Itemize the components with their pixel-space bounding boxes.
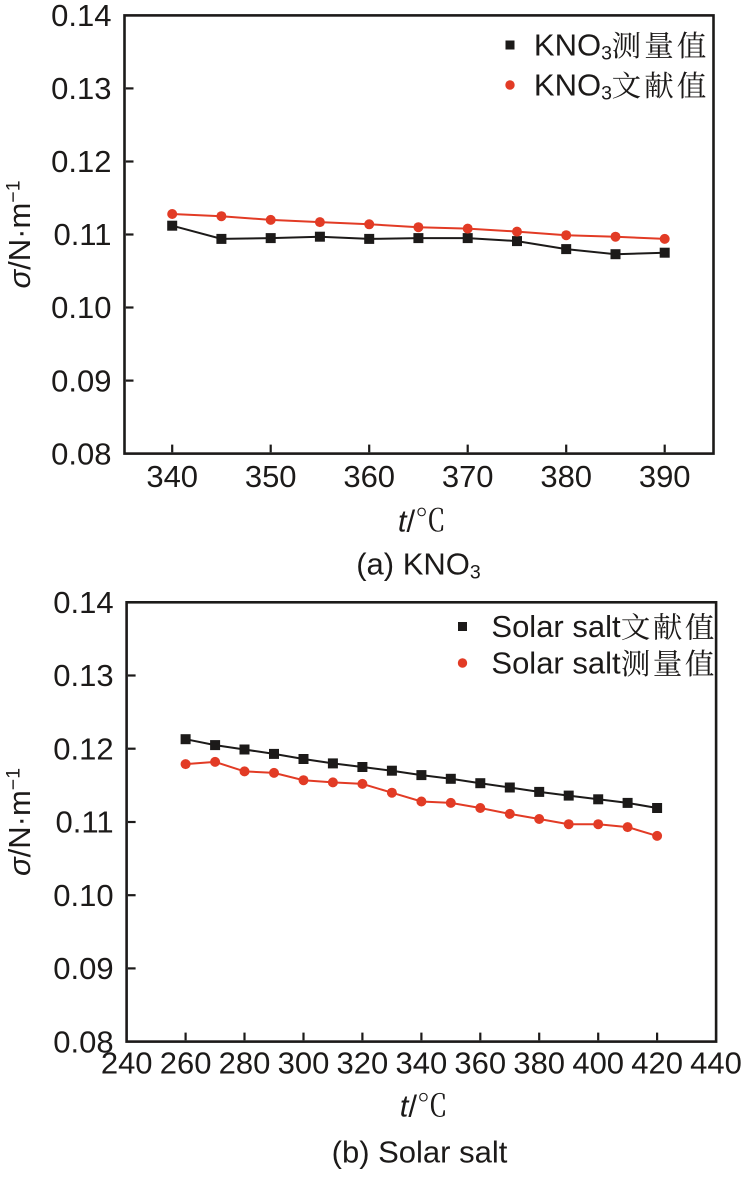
svg-text:Solar salt: Solar salt bbox=[491, 609, 621, 644]
svg-text:240: 240 bbox=[101, 1046, 153, 1081]
svg-text:0.14: 0.14 bbox=[53, 585, 113, 620]
svg-text:0.09: 0.09 bbox=[51, 363, 111, 398]
svg-text:(a) KNO3: (a) KNO3 bbox=[356, 546, 481, 583]
svg-text:370: 370 bbox=[442, 459, 494, 494]
svg-text:260: 260 bbox=[160, 1046, 212, 1081]
svg-text:0.08: 0.08 bbox=[53, 1024, 113, 1059]
svg-text:0.10: 0.10 bbox=[53, 878, 113, 913]
svg-text:t/: t/ bbox=[400, 1089, 418, 1124]
svg-text:350: 350 bbox=[245, 459, 297, 494]
svg-text:0.09: 0.09 bbox=[53, 951, 113, 986]
svg-text:0.13: 0.13 bbox=[51, 71, 111, 106]
svg-text:360: 360 bbox=[454, 1046, 506, 1081]
svg-text:380: 380 bbox=[513, 1046, 565, 1081]
svg-text:340: 340 bbox=[146, 459, 198, 494]
svg-text:380: 380 bbox=[540, 459, 592, 494]
svg-text:280: 280 bbox=[219, 1046, 271, 1081]
svg-text:0.08: 0.08 bbox=[51, 436, 111, 471]
svg-text:390: 390 bbox=[639, 459, 691, 494]
svg-text:0.12: 0.12 bbox=[53, 731, 113, 766]
svg-text:KNO3: KNO3 bbox=[534, 68, 612, 105]
svg-text:420: 420 bbox=[631, 1046, 683, 1081]
svg-text:300: 300 bbox=[278, 1046, 330, 1081]
svg-text:0.11: 0.11 bbox=[53, 217, 111, 252]
svg-text:360: 360 bbox=[343, 459, 395, 494]
svg-text:340: 340 bbox=[396, 1046, 448, 1081]
svg-text:0.14: 0.14 bbox=[51, 0, 111, 33]
svg-text:Solar salt: Solar salt bbox=[491, 646, 621, 681]
svg-text:0.10: 0.10 bbox=[51, 290, 111, 325]
svg-text:0.13: 0.13 bbox=[53, 658, 113, 693]
svg-text:(b) Solar salt: (b) Solar salt bbox=[332, 1135, 508, 1170]
svg-text:0.11: 0.11 bbox=[56, 805, 114, 840]
svg-text:t/: t/ bbox=[398, 503, 416, 538]
svg-text:320: 320 bbox=[337, 1046, 389, 1081]
svg-text:0.12: 0.12 bbox=[51, 144, 111, 179]
svg-text:KNO3: KNO3 bbox=[534, 28, 612, 65]
svg-text:440: 440 bbox=[690, 1046, 742, 1081]
svg-text:400: 400 bbox=[572, 1046, 624, 1081]
